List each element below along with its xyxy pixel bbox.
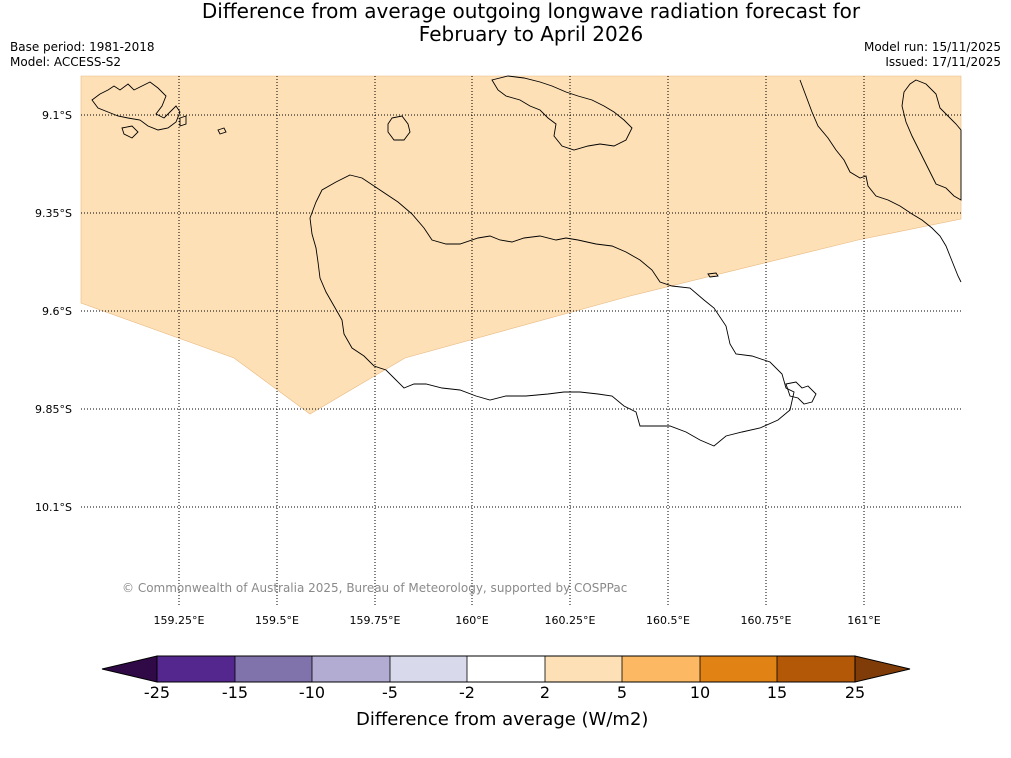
lat-label: 9.85°S [35,403,72,416]
meta-right: Model run: 15/11/2025 Issued: 17/11/2025 [864,40,1001,70]
colorbar-bin [777,656,855,682]
lon-label: 161°E [847,614,880,627]
coastline-main-island [309,174,795,447]
colorbar-tick-label: 15 [766,683,788,702]
graticule [81,76,961,605]
colorbar-tick-label: -10 [298,683,326,702]
colorbar-tick-label: -15 [221,683,249,702]
coastline-north-islands [491,75,633,151]
lon-label: 159.75°E [350,614,401,627]
lon-label: 159.25°E [154,614,205,627]
coastline-northeast-landmass [799,79,962,283]
title-line-1: Difference from average outgoing longwav… [201,0,861,23]
colorbar-tick-label: 25 [844,683,866,702]
coastline-northwest-islands [91,81,181,131]
coastline-nw-islet-1 [121,125,139,139]
colorbar-bin [545,656,622,682]
colorbar-tick-label: -2 [459,683,475,702]
colorbar-tick-label: 5 [616,683,628,702]
colorbar-extend-low [101,655,158,683]
model-run: Model run: 15/11/2025 [863,40,1001,54]
colorbar-bin [157,656,235,682]
colorbar-bin [235,656,312,682]
lon-label: 160.5°E [646,614,690,627]
anomaly-region-2-to-5 [80,75,962,415]
colorbar-tick-label: 10 [689,683,711,702]
coastline-nw-islet-3 [179,115,187,127]
colorbar-tick-label: 2 [539,683,551,702]
base-period: Base period: 1981-2018 [10,40,155,54]
lon-label: 159.5°E [255,614,299,627]
lat-label: 10.1°S [35,501,72,514]
lat-label: 9.1°S [42,109,72,122]
colorbar-bin [390,656,467,682]
colorbar-tick-label: -5 [382,683,398,702]
coastlines [91,75,962,447]
coastline-islet [707,272,719,278]
colorbar-outline [156,655,856,683]
colorbar-bin [622,656,700,682]
lat-label: 9.6°S [42,305,72,318]
lon-label: 160.75°E [741,614,792,627]
coastline-northeast-island [901,79,962,201]
colorbar-tick-label: -25 [143,683,171,702]
lon-label: 160.25°E [545,614,596,627]
copyright-notice: © Commonwealth of Australia 2025, Bureau… [122,581,627,595]
lat-label: 9.35°S [35,207,72,220]
colorbar-bin [700,656,777,682]
colorbar-bin [312,656,390,682]
coastline-small-island [387,115,411,141]
meta-left: Base period: 1981-2018 Model: ACCESS-S2 [10,40,155,70]
chart-title: Difference from average outgoing longwav… [0,0,1011,46]
coastline-eastern-islets [785,381,817,405]
colorbar-title: Difference from average (W/m2) [356,709,649,730]
colorbar-extend-high [854,655,911,683]
colorbar [101,655,911,683]
coastline-nw-islet-2 [217,127,227,135]
model-name: Model: ACCESS-S2 [10,55,122,69]
issued-date: Issued: 17/11/2025 [885,55,1001,69]
colorbar-bin [467,656,545,682]
lon-label: 160°E [455,614,488,627]
title-line-2: February to April 2026 [418,22,644,46]
